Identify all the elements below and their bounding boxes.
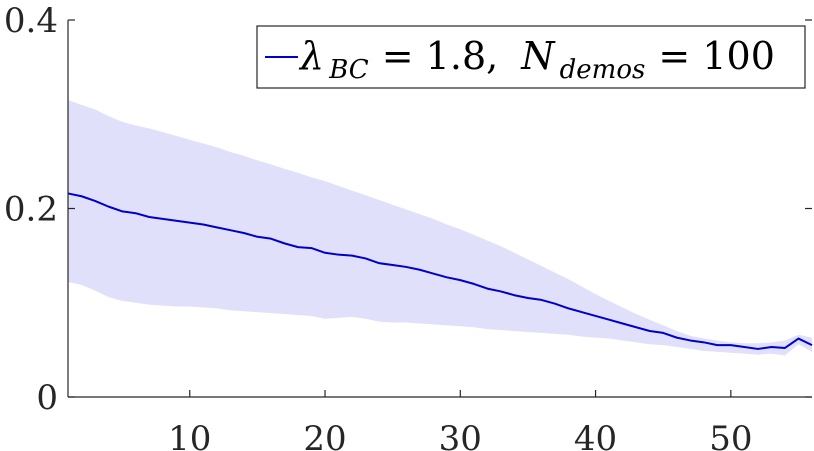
- axes: [67, 19, 812, 398]
- x-tick-label: 20: [303, 419, 346, 451]
- y-tick-label: 0.2: [4, 190, 58, 230]
- legend-n-symbol: N: [520, 34, 556, 78]
- x-tick-label: 30: [439, 419, 482, 451]
- legend-n-value: = 100: [658, 34, 774, 78]
- series-line-mean: [67, 192, 813, 350]
- y-tick-label: 0.4: [4, 1, 58, 41]
- x-tick-label: 10: [168, 419, 211, 451]
- x-tick-label: 50: [709, 419, 752, 451]
- legend-lambda-value: = 1.8,: [382, 34, 498, 78]
- legend: λ BC = 1.8, N demos = 100: [256, 25, 806, 89]
- legend-lambda-symbol: λ: [298, 34, 324, 78]
- tick-labels: 10 20 30 40 50 0 0.2 0.4: [4, 1, 753, 451]
- legend-n-subscript: demos: [560, 55, 646, 85]
- plot-area: [67, 100, 813, 356]
- legend-lambda-subscript: BC: [328, 55, 369, 85]
- x-tick-label: 40: [574, 419, 617, 451]
- legend-series-label: λ BC = 1.8, N demos = 100: [298, 34, 775, 85]
- y-tick-label: 0: [36, 378, 58, 418]
- confidence-band: [68, 100, 812, 356]
- legend-box: [256, 25, 806, 89]
